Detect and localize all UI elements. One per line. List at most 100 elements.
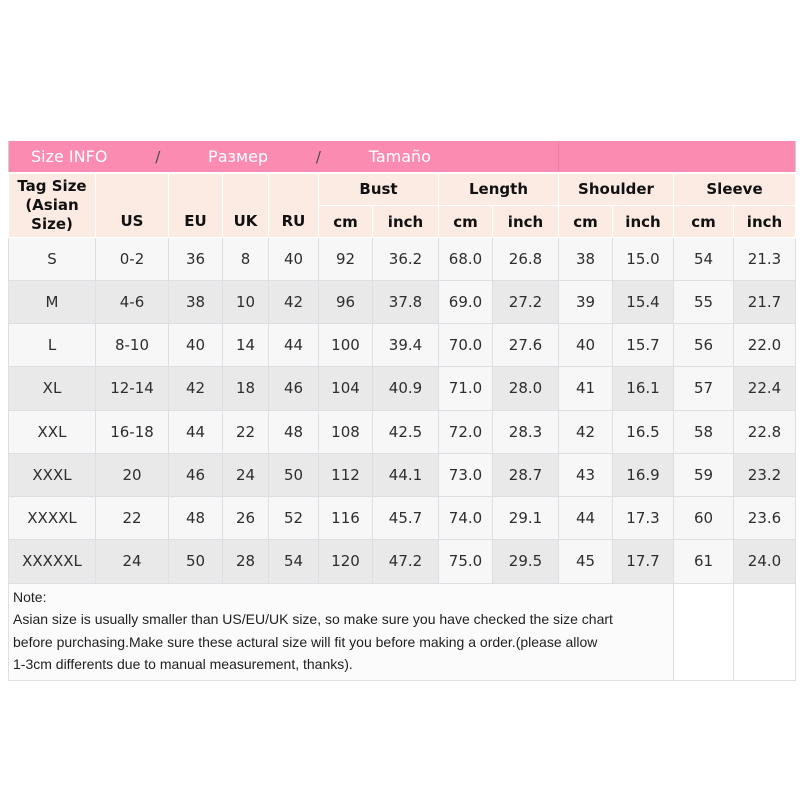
size-label: M bbox=[8, 279, 96, 325]
size-value: 74.0 bbox=[438, 495, 493, 541]
size-value: 42.5 bbox=[372, 409, 439, 454]
size-table-body: S 0-2 36 8 40 92 36.2 68.0 26.8 38 15.0 54 21.3 M 4-6 3… bbox=[8, 236, 796, 584]
size-value: 59 bbox=[673, 452, 734, 498]
header-sleeve-inch: inch bbox=[733, 204, 796, 238]
size-value: 75.0 bbox=[438, 539, 493, 584]
empty-cell bbox=[673, 582, 734, 681]
size-value: 71.0 bbox=[438, 366, 493, 411]
size-chart: Size INFO / Размер / Tamaño Tag Size (As… bbox=[8, 141, 796, 681]
size-value: 27.2 bbox=[492, 279, 559, 325]
size-value: 92 bbox=[318, 236, 373, 281]
size-value: 29.1 bbox=[492, 495, 559, 541]
size-value: 50 bbox=[268, 452, 319, 498]
size-label: XXXXXL bbox=[8, 539, 96, 584]
header-uk: UK bbox=[222, 172, 269, 238]
size-value: 70.0 bbox=[438, 322, 493, 368]
size-value: 61 bbox=[673, 539, 734, 584]
size-value: 72.0 bbox=[438, 409, 493, 454]
size-value: 0-2 bbox=[95, 236, 169, 281]
header-length-cm: cm bbox=[438, 204, 493, 238]
size-value: 36.2 bbox=[372, 236, 439, 281]
size-value: 16.9 bbox=[612, 452, 674, 498]
size-value: 28.7 bbox=[492, 452, 559, 498]
size-info-title: Size INFO / Размер / Tamaño bbox=[9, 147, 431, 166]
header-tag-size: Tag Size (Asian Size) bbox=[8, 172, 96, 238]
size-value: 38 bbox=[558, 236, 613, 281]
title-cell-empty bbox=[558, 141, 796, 174]
size-value: 15.7 bbox=[612, 322, 674, 368]
size-value: 54 bbox=[268, 539, 319, 584]
header-length-inch: inch bbox=[492, 204, 559, 238]
size-value: 22.0 bbox=[733, 322, 796, 368]
header-ru: RU bbox=[268, 172, 319, 238]
size-value: 108 bbox=[318, 409, 373, 454]
size-value: 60 bbox=[673, 495, 734, 541]
size-value: 27.6 bbox=[492, 322, 559, 368]
size-value: 17.7 bbox=[612, 539, 674, 584]
title-tamano: Tamaño bbox=[368, 147, 431, 166]
size-value: 40 bbox=[558, 322, 613, 368]
size-value: 22.8 bbox=[733, 409, 796, 454]
header-bust-inch: inch bbox=[372, 204, 439, 238]
size-value: 24.0 bbox=[733, 539, 796, 584]
size-label: XXXXL bbox=[8, 495, 96, 541]
size-value: 116 bbox=[318, 495, 373, 541]
size-value: 24 bbox=[95, 539, 169, 584]
size-value: 38 bbox=[168, 279, 223, 325]
size-value: 24 bbox=[222, 452, 269, 498]
size-value: 22.4 bbox=[733, 366, 796, 411]
size-value: 48 bbox=[268, 409, 319, 454]
size-label: XXXL bbox=[8, 452, 96, 498]
title-separator: / bbox=[315, 147, 321, 166]
size-value: 40 bbox=[168, 322, 223, 368]
title-razmer: Размер bbox=[208, 147, 269, 166]
size-value: 55 bbox=[673, 279, 734, 325]
table-row: XXXL 20 46 24 50 112 44.1 73.0 28.7 43 16.9 59 23.2 bbox=[8, 452, 796, 498]
size-value: 26 bbox=[222, 495, 269, 541]
table-row: XL 12-14 42 18 46 104 40.9 71.0 28.0 41 16.1 57 22.4 bbox=[8, 366, 796, 411]
size-value: 45.7 bbox=[372, 495, 439, 541]
size-value: 10 bbox=[222, 279, 269, 325]
table-row: XXXXXL 24 50 28 54 120 47.2 75.0 29.5 45 17.7 61 24.… bbox=[8, 539, 796, 584]
header-bust-cm: cm bbox=[318, 204, 373, 238]
size-value: 40.9 bbox=[372, 366, 439, 411]
header-shoulder-inch: inch bbox=[612, 204, 674, 238]
size-value: 45 bbox=[558, 539, 613, 584]
table-row: XXL 16-18 44 22 48 108 42.5 72.0 28.3 42 16.5 58 22.… bbox=[8, 409, 796, 454]
size-value: 16.1 bbox=[612, 366, 674, 411]
size-value: 20 bbox=[95, 452, 169, 498]
size-value: 21.7 bbox=[733, 279, 796, 325]
table-row: M 4-6 38 10 42 96 37.8 69.0 27.2 39 15.4 55 21.7 bbox=[8, 279, 796, 325]
size-value: 39 bbox=[558, 279, 613, 325]
size-value: 28.0 bbox=[492, 366, 559, 411]
size-value: 44 bbox=[168, 409, 223, 454]
size-value: 42 bbox=[558, 409, 613, 454]
size-value: 15.4 bbox=[612, 279, 674, 325]
header-length: Length bbox=[438, 172, 559, 206]
table-row: L 8-10 40 14 44 100 39.4 70.0 27.6 40 15.7 56 22.0 bbox=[8, 322, 796, 368]
header-shoulder-cm: cm bbox=[558, 204, 613, 238]
size-value: 57 bbox=[673, 366, 734, 411]
header-eu: EU bbox=[168, 172, 223, 238]
size-value: 8-10 bbox=[95, 322, 169, 368]
size-value: 96 bbox=[318, 279, 373, 325]
header-units-row: cm inch cm inch cm inch cm inch bbox=[9, 204, 796, 238]
size-value: 16.5 bbox=[612, 409, 674, 454]
size-value: 28.3 bbox=[492, 409, 559, 454]
size-value: 68.0 bbox=[438, 236, 493, 281]
size-value: 43 bbox=[558, 452, 613, 498]
size-chart-table: Size INFO / Размер / Tamaño Tag Size (As… bbox=[8, 141, 796, 681]
size-value: 44.1 bbox=[372, 452, 439, 498]
size-value: 41 bbox=[558, 366, 613, 411]
table-row: XXXXL 22 48 26 52 116 45.7 74.0 29.1 44 17.3 60 23.6 bbox=[8, 495, 796, 541]
empty-cell bbox=[733, 582, 796, 681]
size-value: 47.2 bbox=[372, 539, 439, 584]
size-label: L bbox=[8, 322, 96, 368]
size-value: 39.4 bbox=[372, 322, 439, 368]
header-group-row: Tag Size (Asian Size) US EU UK RU Bust L… bbox=[8, 172, 796, 238]
size-value: 112 bbox=[318, 452, 373, 498]
size-value: 15.0 bbox=[612, 236, 674, 281]
size-value: 44 bbox=[268, 322, 319, 368]
size-value: 44 bbox=[558, 495, 613, 541]
size-label: S bbox=[8, 236, 96, 281]
